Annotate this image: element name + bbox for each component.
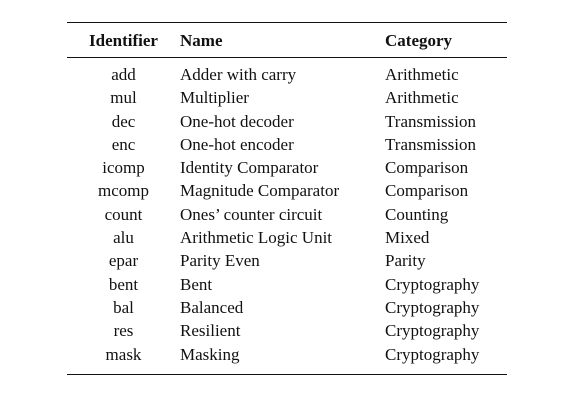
cell-identifier: mask [105,344,142,364]
cell-name: Bent [180,274,213,294]
cell-identifier: epar [108,251,139,271]
header-identifier: Identifier [89,31,158,50]
header-name: Name [180,31,223,50]
table-row: alu Arithmetic Logic Unit Mixed [67,226,507,249]
cell-name: Arithmetic Logic Unit [180,228,333,248]
cell-name: Masking [180,344,240,364]
cell-identifier: bal [113,297,134,317]
cell-name: One-hot encoder [180,134,294,154]
table-row: res Resilient Cryptography [67,319,507,342]
cell-name: Adder with carry [180,65,297,84]
cell-category: Transmission [385,111,477,131]
cell-category: Mixed [385,228,430,248]
cell-identifier: dec [111,111,136,131]
cell-category: Comparison [385,158,469,178]
table-header: Identifier Name Category [67,22,507,58]
table-row: mask Masking Cryptography [67,343,507,375]
cell-identifier: icomp [102,158,145,178]
table-row: mul Multiplier Arithmetic [67,86,507,109]
cell-identifier: bent [108,274,139,294]
header-category: Category [385,31,453,50]
table-row: epar Parity Even Parity [67,249,507,272]
table-row: dec One-hot decoder Transmission [67,110,507,133]
cell-name: Parity Even [180,251,260,271]
cell-name: Magnitude Comparator [180,181,340,201]
table-row: add Adder with carry Arithmetic [67,58,507,87]
cell-category: Cryptography [385,297,480,317]
circuit-table-container: Identifier Name Category add Adder with c… [67,22,507,375]
cell-category: Comparison [385,181,469,201]
cell-name: Identity Comparator [180,158,319,178]
header-row: Identifier Name Category [67,22,507,58]
table-row: bal Balanced Cryptography [67,296,507,319]
table-row: count Ones’ counter circuit Counting [67,203,507,226]
cell-category: Counting [385,204,449,224]
table-row: mcomp Magnitude Comparator Comparison [67,179,507,202]
cell-identifier: mul [110,88,137,108]
cell-category: Cryptography [385,321,480,341]
cell-identifier: count [104,204,143,224]
cell-name: Multiplier [180,88,249,108]
cell-category: Transmission [385,134,477,154]
cell-category: Cryptography [385,344,480,364]
cell-name: One-hot decoder [180,111,294,131]
table-body: add Adder with carry Arithmetic mul Multipli… [67,58,507,375]
cell-identifier: mcomp [98,181,149,201]
circuit-table: Identifier Name Category add Adder with c… [67,22,507,375]
cell-identifier: res [113,321,134,341]
cell-name: Balanced [180,297,244,317]
cell-name: Resilient [180,321,241,341]
cell-category: Parity [385,251,426,271]
cell-identifier: add [111,65,136,84]
cell-category: Cryptography [385,274,480,294]
table-row: enc One-hot encoder Transmission [67,133,507,156]
cell-name: Ones’ counter circuit [180,204,323,224]
table-row: icomp Identity Comparator Comparison [67,156,507,179]
cell-identifier: alu [113,228,134,248]
cell-category: Arithmetic [385,65,459,84]
cell-identifier: enc [111,134,136,154]
table-row: bent Bent Cryptography [67,273,507,296]
cell-category: Arithmetic [385,88,459,108]
